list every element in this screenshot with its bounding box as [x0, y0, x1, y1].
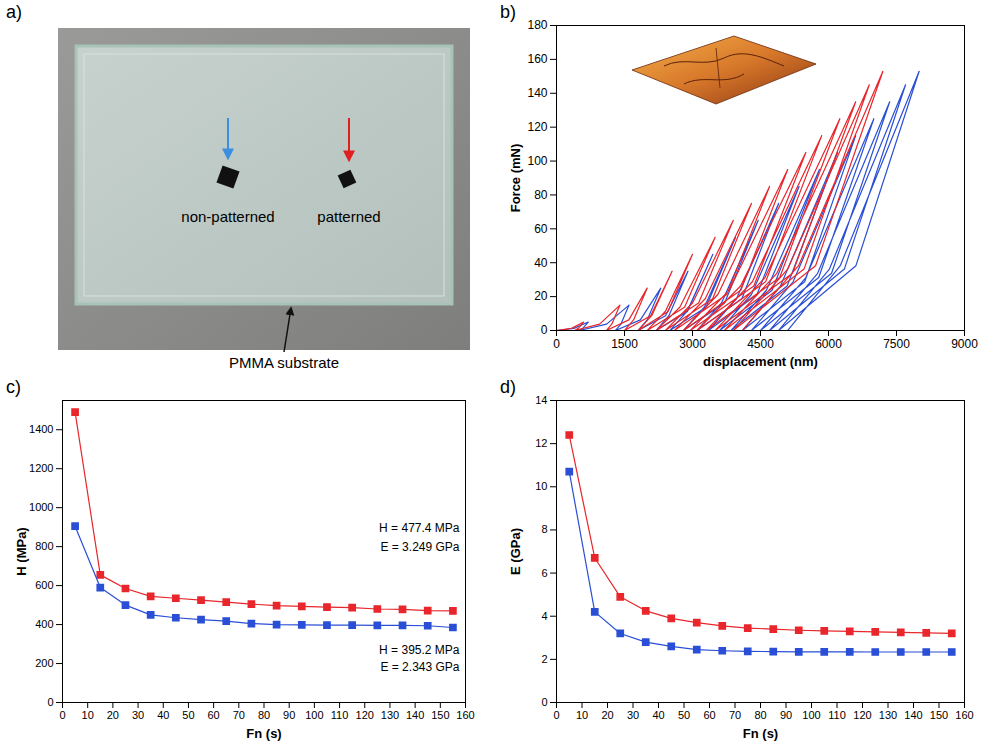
svg-text:140: 140 [904, 709, 922, 721]
svg-text:H = 395.2 MPa: H = 395.2 MPa [379, 643, 460, 657]
svg-text:0: 0 [553, 337, 560, 351]
svg-text:140: 140 [406, 709, 424, 721]
svg-text:6000: 6000 [815, 337, 842, 351]
svg-text:120: 120 [853, 709, 871, 721]
svg-text:100: 100 [305, 709, 323, 721]
svg-text:non-patterned: non-patterned [181, 208, 274, 225]
svg-text:patterned: patterned [317, 208, 380, 225]
html-text:d): d) [500, 377, 516, 397]
svg-text:30: 30 [627, 709, 639, 721]
svg-text:20: 20 [107, 709, 119, 721]
svg-text:E = 2.343 GPa: E = 2.343 GPa [380, 660, 459, 674]
svg-text:1000: 1000 [29, 501, 53, 513]
svg-text:60: 60 [703, 709, 715, 721]
svg-text:80: 80 [258, 709, 270, 721]
svg-text:14: 14 [535, 394, 547, 406]
svg-text:40: 40 [652, 709, 664, 721]
svg-text:90: 90 [780, 709, 792, 721]
svg-text:600: 600 [35, 579, 53, 591]
svg-text:H = 477.4 MPa: H = 477.4 MPa [379, 521, 460, 535]
html-text:c): c) [6, 377, 21, 397]
svg-text:30: 30 [132, 709, 144, 721]
svg-text:4: 4 [541, 610, 547, 622]
svg-text:H (MPa): H (MPa) [14, 527, 29, 575]
svg-text:150: 150 [930, 709, 948, 721]
svg-text:160: 160 [955, 709, 973, 721]
svg-text:100: 100 [527, 154, 547, 168]
svg-text:60: 60 [534, 222, 548, 236]
svg-text:40: 40 [157, 709, 169, 721]
svg-text:160: 160 [456, 709, 474, 721]
svg-text:0: 0 [553, 709, 559, 721]
svg-text:50: 50 [182, 709, 194, 721]
svg-text:0: 0 [59, 709, 65, 721]
svg-text:0: 0 [541, 323, 548, 337]
svg-text:20: 20 [534, 289, 548, 303]
svg-text:1400: 1400 [29, 423, 53, 435]
svg-text:120: 120 [356, 709, 374, 721]
svg-text:Fn (s): Fn (s) [743, 726, 778, 741]
svg-text:3000: 3000 [679, 337, 706, 351]
svg-text:110: 110 [331, 709, 349, 721]
svg-text:6: 6 [541, 567, 547, 579]
svg-text:Fn (s): Fn (s) [246, 726, 281, 741]
svg-text:1200: 1200 [29, 462, 53, 474]
svg-text:12: 12 [535, 437, 547, 449]
svg-text:180: 180 [527, 18, 547, 32]
svg-text:40: 40 [534, 256, 548, 270]
svg-text:20: 20 [601, 709, 613, 721]
svg-text:100: 100 [802, 709, 820, 721]
svg-text:7500: 7500 [883, 337, 910, 351]
svg-text:70: 70 [729, 709, 741, 721]
svg-text:0: 0 [541, 696, 547, 708]
svg-text:110: 110 [828, 709, 846, 721]
svg-text:70: 70 [233, 709, 245, 721]
svg-text:E = 3.249 GPa: E = 3.249 GPa [380, 540, 459, 554]
svg-text:10: 10 [82, 709, 94, 721]
svg-text:8: 8 [541, 523, 547, 535]
svg-text:displacement (nm): displacement (nm) [703, 354, 818, 369]
svg-text:9000: 9000 [951, 337, 978, 351]
svg-text:PMMA substrate: PMMA substrate [229, 354, 339, 371]
html-text:a): a) [6, 2, 22, 22]
svg-text:90: 90 [283, 709, 295, 721]
svg-text:140: 140 [527, 86, 547, 100]
svg-text:4500: 4500 [747, 337, 774, 351]
svg-text:160: 160 [527, 52, 547, 66]
svg-text:80: 80 [534, 188, 548, 202]
svg-text:120: 120 [527, 120, 547, 134]
svg-text:Force (mN): Force (mN) [508, 144, 523, 213]
svg-text:E (GPa): E (GPa) [508, 528, 523, 575]
svg-text:130: 130 [381, 709, 399, 721]
svg-text:130: 130 [879, 709, 897, 721]
svg-text:60: 60 [208, 709, 220, 721]
svg-text:200: 200 [35, 657, 53, 669]
html-text:b): b) [500, 2, 516, 22]
svg-text:2: 2 [541, 653, 547, 665]
svg-text:0: 0 [47, 696, 53, 708]
svg-text:800: 800 [35, 540, 53, 552]
svg-text:80: 80 [754, 709, 766, 721]
svg-text:400: 400 [35, 618, 53, 630]
svg-text:150: 150 [431, 709, 449, 721]
svg-text:10: 10 [576, 709, 588, 721]
svg-text:50: 50 [678, 709, 690, 721]
svg-text:10: 10 [535, 480, 547, 492]
svg-text:1500: 1500 [611, 337, 638, 351]
